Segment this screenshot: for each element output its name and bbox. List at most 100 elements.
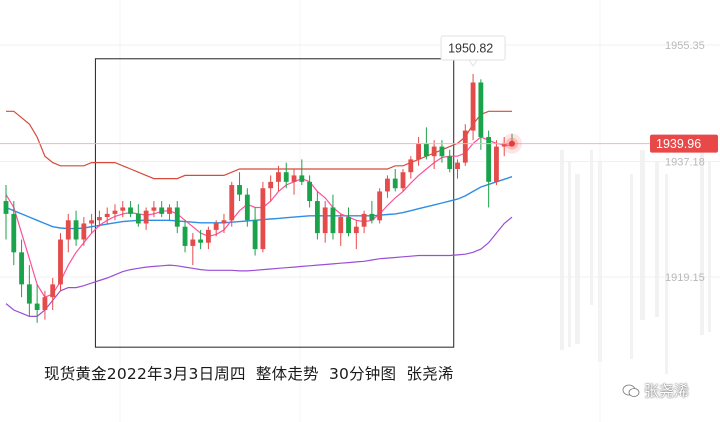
background-deco-bar: [568, 162, 571, 347]
candle-body: [213, 223, 219, 230]
background-deco-bar: [560, 150, 564, 350]
background-watermark-grid: [119, 0, 711, 422]
price-tick-label: 1955.35: [665, 40, 705, 52]
candle-body: [462, 130, 468, 163]
watermark-text: 张尧浠: [644, 382, 690, 400]
background-deco-bar: [590, 150, 593, 305]
candle-body: [19, 252, 24, 285]
middle-band-line: [5, 176, 513, 230]
candle-body: [58, 239, 63, 285]
candle-body: [89, 220, 95, 224]
background-deco-bar: [708, 162, 711, 332]
candle-body: [276, 172, 281, 182]
bollinger-bands: [5, 110, 513, 317]
high-annotation-text: 1950.82: [448, 42, 493, 56]
price-tick-label: 1937.18: [665, 156, 705, 168]
candle-body: [353, 226, 359, 234]
candle-body: [174, 207, 180, 227]
candle-body: [361, 213, 367, 227]
candle-body: [408, 159, 414, 173]
focus-region-box: [94, 58, 455, 348]
background-deco-bar: [575, 174, 580, 344]
candle-body: [159, 207, 165, 214]
candle-body: [167, 207, 172, 214]
candle-body: [128, 207, 133, 214]
lower-band-line: [5, 216, 513, 317]
candle-body: [330, 207, 336, 234]
candle-body: [26, 284, 32, 304]
candle-body: [299, 175, 305, 182]
short-ma-line: [5, 136, 513, 298]
candle-body: [439, 146, 445, 157]
candles-group: [3, 74, 515, 323]
candle-body: [81, 223, 87, 240]
candle-body: [314, 201, 320, 234]
candle-body: [283, 172, 289, 182]
current-price-pulse-dot: [502, 133, 522, 154]
candle-body: [369, 213, 375, 221]
candle-body: [143, 210, 149, 224]
background-deco-bar: [665, 174, 668, 374]
candle-body: [478, 82, 484, 137]
wechat-logo-icon: [622, 384, 640, 397]
candle-body: [120, 207, 126, 211]
high-annotation-pointer: [468, 59, 479, 67]
price-axis-labels: 1955.35 1937.18 1919.15: [665, 40, 705, 284]
candle-body: [104, 213, 110, 218]
candle-body: [252, 220, 258, 250]
candle-body: [11, 213, 17, 253]
candle-body: [34, 303, 40, 311]
candle-body: [431, 146, 437, 157]
horizontal-gridlines: [0, 44, 720, 278]
high-annotation: 1950.82: [440, 35, 506, 67]
candle-body: [291, 175, 297, 182]
candle-body: [307, 181, 313, 202]
candle-body: [198, 239, 204, 243]
chart-caption: 现货黄金2022年3月3日周四 整体走势 30分钟图 张尧浠: [44, 365, 454, 383]
candle-body: [423, 143, 429, 157]
candle-body: [392, 178, 398, 189]
candle-body: [377, 191, 383, 221]
candle-body: [385, 178, 390, 192]
upper-band-line: [6, 110, 512, 180]
candle-body: [501, 143, 507, 147]
candle-body: [3, 201, 9, 214]
candle-body: [65, 220, 71, 240]
candle-body: [42, 297, 48, 311]
candle-body: [486, 136, 492, 182]
current-price-tag-box: [650, 134, 718, 153]
candle-body: [338, 217, 344, 234]
candle-body: [190, 239, 196, 246]
candle-body: [416, 143, 421, 160]
price-tick-label: 1919.15: [665, 272, 705, 284]
candle-body: [237, 185, 242, 195]
watermark: 张尧浠: [622, 380, 689, 401]
background-deco-bar: [640, 150, 645, 320]
background-deco-bar: [655, 162, 659, 317]
candle-body: [260, 188, 266, 250]
candle-body: [229, 185, 235, 221]
candle-body: [494, 146, 499, 182]
candle-body: [322, 207, 328, 234]
background-deco-bar: [700, 150, 704, 335]
candle-body: [447, 156, 453, 170]
candle-body: [268, 181, 274, 189]
candle-body: [73, 220, 79, 240]
candle-body: [470, 82, 476, 131]
candle-body: [50, 284, 56, 298]
candle-body: [97, 217, 102, 221]
candle-body: [151, 207, 157, 211]
candle-body: [221, 220, 227, 224]
candle-body: [135, 213, 141, 224]
candle-body: [182, 226, 188, 246]
candle-body: [205, 229, 211, 243]
candle-body: [244, 194, 250, 221]
current-price-tag-text: 1939.96: [656, 137, 701, 151]
candle-body: [112, 210, 118, 214]
candle-body: [400, 172, 406, 189]
candle-body: [346, 217, 351, 234]
pulse-core: [509, 140, 515, 147]
candle-body: [455, 162, 460, 170]
background-deco-bar: [630, 174, 633, 359]
